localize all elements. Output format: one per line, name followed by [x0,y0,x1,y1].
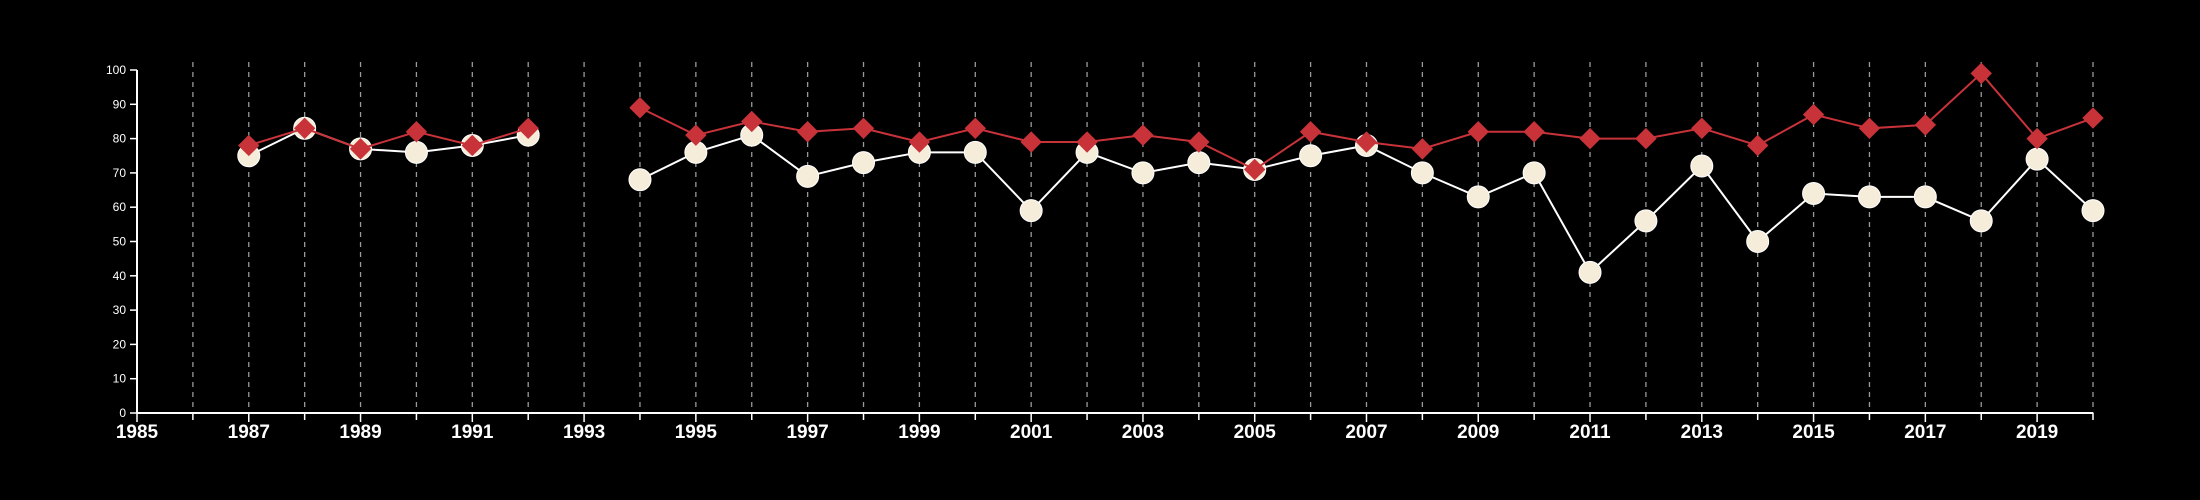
series-1-line-0 [248,127,529,150]
x-tick-label-1989: 1989 [339,422,381,443]
series-1-point-1997 [796,121,819,143]
series-0 [237,116,2105,284]
y-tick-label-90: 90 [113,97,127,111]
x-tick-label-2011: 2011 [1569,422,1611,443]
series-1-point-2010 [1523,121,1545,143]
series-0-point-1998 [852,151,876,175]
series-1-point-2015 [1802,103,1825,126]
x-tick-label-2013: 2013 [1681,422,1723,443]
series-0-point-2011 [1578,260,1602,284]
series-1-point-1988 [293,117,316,140]
series-1-point-2006 [1299,121,1322,143]
series-1-point-2002 [1076,131,1098,153]
x-tick-label-1999: 1999 [898,422,940,443]
x-tick-label-2005: 2005 [1234,422,1277,443]
series-0-point-2001 [1019,199,1043,223]
x-tick-label-2007: 2007 [1345,422,1387,443]
axes: 0 10 20 30 40 50 60 70 80 90 100 1985 1987 1989 1991 19… [106,63,2094,443]
y-tick-label-0: 0 [119,406,126,420]
y-tick-label-80: 80 [113,132,127,146]
series [237,62,2105,284]
series-1-point-1987 [238,134,260,157]
series-1-point-2008 [1411,138,1434,160]
y-tick-label-60: 60 [113,200,127,214]
series-1-point-2011 [1579,127,1601,150]
x-tick-label-1985: 1985 [116,422,159,443]
series-0-point-2000 [963,140,987,164]
x-tick-label-2009: 2009 [1457,422,1499,443]
y-tick-label-100: 100 [106,63,126,77]
x-tick-label-1993: 1993 [563,422,605,443]
y-tick-label-10: 10 [113,372,127,386]
series-1-point-1991 [461,134,484,157]
vertical-gridlines [192,62,2094,413]
series-1-point-2005 [1244,158,1266,181]
series-1-point-1995 [685,124,707,146]
x-tick-label-1987: 1987 [228,422,270,443]
series-1-point-2016 [1858,117,1881,140]
series-0-point-1990 [404,140,428,164]
x-tick-label-1995: 1995 [675,422,718,443]
series-0-point-2016 [1857,185,1881,209]
series-0-point-2019 [2025,147,2049,171]
series-0-point-2010 [1522,161,1546,185]
series-0-point-2014 [1746,230,1770,253]
series-0-point-2013 [1690,154,1714,178]
series-0-point-2012 [1634,209,1658,233]
series-1-point-2014 [1746,134,1769,157]
x-tick-label-2017: 2017 [1904,422,1946,443]
series-1-point-1998 [852,117,875,140]
series-0-point-2009 [1466,185,1490,209]
series-0-point-2006 [1299,144,1323,168]
series-1-point-2007 [1355,131,1378,153]
x-tick-label-2003: 2003 [1122,422,1164,443]
series-1-point-2001 [1020,131,1042,153]
series-0-point-2020 [2081,199,2105,223]
series-0-point-2018 [1969,209,1993,233]
series-1-point-1994 [629,97,651,119]
x-tick-label-1991: 1991 [451,422,494,443]
series-1-point-2003 [1132,124,1154,146]
series-1-point-2004 [1188,131,1210,153]
series-0-point-2015 [1802,181,1826,205]
y-tick-label-70: 70 [113,166,127,180]
series-1-point-2000 [964,117,986,140]
series-1-point-2017 [1914,114,1937,136]
series-1-point-2012 [1635,127,1657,150]
y-tick-label-50: 50 [113,235,127,249]
series-0-point-1994 [628,168,652,192]
series-0-point-2008 [1410,161,1434,185]
series-1-point-2018 [1970,62,1992,85]
series-0-point-2003 [1131,161,1155,185]
series-1-point-1990 [405,121,428,143]
x-tick-label-2001: 2001 [1010,422,1053,443]
series-1 [238,62,2104,181]
y-tick-label-20: 20 [113,337,127,351]
series-1-point-2019 [2026,127,2048,150]
series-0-point-2004 [1187,151,1211,175]
x-tick-label-2019: 2019 [2016,422,2058,443]
series-0-point-1997 [796,164,820,188]
x-tick-label-2015: 2015 [1792,422,1835,443]
x-tick-label-1997: 1997 [786,422,828,443]
series-1-point-1989 [349,138,372,160]
series-1-point-2013 [1691,117,1713,140]
series-0-point-2017 [1913,185,1937,209]
y-tick-label-30: 30 [113,303,127,317]
series-1-point-1999 [908,131,931,153]
y-tick-label-40: 40 [113,269,127,283]
series-1-point-2009 [1467,121,1489,143]
series-1-point-2020 [2082,107,2104,129]
series-1-point-1996 [741,110,763,133]
series-1-point-1992 [517,117,539,140]
